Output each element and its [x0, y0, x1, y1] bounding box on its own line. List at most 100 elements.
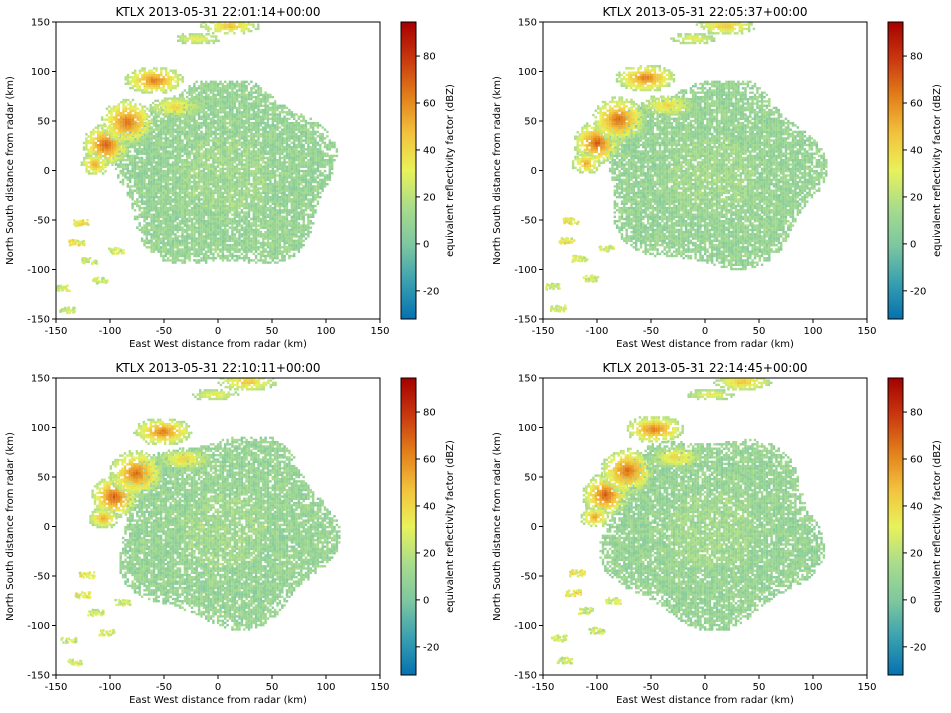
panel-title: KTLX 2013-05-31 22:10:11+00:00 — [115, 361, 320, 375]
x-tick-label: -150 — [532, 682, 555, 693]
y-axis-label: North South distance from radar (km) — [5, 76, 16, 265]
y-axis-label: North South distance from radar (km) — [492, 432, 503, 621]
x-tick-label: 50 — [266, 326, 279, 337]
x-tick-label: -100 — [586, 682, 609, 693]
colorbar-tick-label: 80 — [910, 408, 923, 419]
colorbar: -20 0 20 40 60 80 equivalent reflectivity fact… — [400, 21, 456, 320]
colorbar-label: equivalent reflectivity factor (dBZ) — [445, 440, 456, 613]
panel-3: -150 -100 -50 0 50 100 150 -150 -100 -50 0 50 100 150… — [5, 361, 456, 706]
reflectivity-field — [56, 22, 339, 315]
panel-1: -150 -100 -50 0 50 100 150 -150 -100 -50 0 50 100 150… — [5, 5, 456, 350]
x-tick-label: 0 — [702, 326, 708, 337]
colorbar-gradient — [400, 377, 417, 676]
reflectivity-field — [545, 22, 828, 313]
x-tick-label: -150 — [45, 326, 68, 337]
colorbar-tick-label: 60 — [423, 455, 436, 466]
colorbar-tick-label: 0 — [423, 595, 429, 606]
x-tick-label: 100 — [316, 326, 335, 337]
x-tick-label: -50 — [156, 682, 172, 693]
colorbar-tick-label: 80 — [910, 52, 923, 63]
colorbar-tick-label: 60 — [910, 455, 923, 466]
y-tick-label: -150 — [514, 315, 537, 326]
x-tick-label: 150 — [370, 326, 389, 337]
y-tick-label: 100 — [31, 423, 50, 434]
y-tick-label: -150 — [27, 315, 50, 326]
x-tick-label: 150 — [370, 682, 389, 693]
panel-title: KTLX 2013-05-31 22:14:45+00:00 — [602, 361, 807, 375]
y-tick-label: 150 — [31, 374, 50, 385]
y-axis-label: North South distance from radar (km) — [5, 432, 16, 621]
x-tick-label: 50 — [753, 326, 766, 337]
colorbar-tick-label: 20 — [423, 548, 436, 559]
colorbar-tick-label: 20 — [910, 548, 923, 559]
x-tick-label: -50 — [156, 326, 172, 337]
reflectivity-field — [550, 378, 826, 665]
colorbar: -20 0 20 40 60 80 equivalent reflectivity fact… — [887, 377, 943, 676]
x-tick-label: -150 — [532, 326, 555, 337]
x-tick-label: -100 — [99, 682, 122, 693]
y-tick-label: 0 — [531, 522, 537, 533]
colorbar-tick-label: 40 — [910, 501, 923, 512]
colorbar-tick-label: 40 — [423, 145, 436, 156]
x-tick-label: -100 — [586, 326, 609, 337]
y-tick-label: 100 — [518, 423, 537, 434]
panel-title: KTLX 2013-05-31 22:01:14+00:00 — [115, 5, 320, 19]
x-tick-label: -50 — [643, 682, 659, 693]
y-tick-label: -50 — [521, 216, 537, 227]
y-tick-label: -100 — [27, 265, 50, 276]
colorbar-tick-label: 80 — [423, 408, 436, 419]
y-tick-label: 150 — [518, 18, 537, 29]
x-axis-label: East West distance from radar (km) — [129, 695, 307, 706]
colorbar: -20 0 20 40 60 80 equivalent reflectivity fact… — [887, 21, 943, 320]
panel-2: -150 -100 -50 0 50 100 150 -150 -100 -50 0 50 100 150… — [492, 5, 943, 350]
y-tick-label: -150 — [27, 671, 50, 682]
x-tick-label: 100 — [316, 682, 335, 693]
x-tick-label: 50 — [753, 682, 766, 693]
x-tick-label: 100 — [803, 326, 822, 337]
x-tick-label: 100 — [803, 682, 822, 693]
colorbar-gradient — [887, 21, 904, 320]
y-tick-label: 50 — [37, 473, 50, 484]
y-tick-label: -100 — [514, 621, 537, 632]
colorbar-tick-label: 0 — [910, 239, 916, 250]
colorbar-tick-label: 80 — [423, 52, 436, 63]
y-tick-label: -50 — [521, 572, 537, 583]
colorbar-gradient — [887, 377, 904, 676]
colorbar-tick-label: -20 — [423, 286, 439, 297]
y-tick-label: 100 — [31, 67, 50, 78]
y-tick-label: -50 — [34, 216, 50, 227]
y-tick-label: 50 — [524, 117, 537, 128]
reflectivity-field — [60, 378, 341, 667]
y-tick-label: -100 — [514, 265, 537, 276]
x-tick-label: -50 — [643, 326, 659, 337]
y-tick-label: -150 — [514, 671, 537, 682]
y-tick-label: 50 — [524, 473, 537, 484]
colorbar-gradient — [400, 21, 417, 320]
x-tick-label: 150 — [857, 682, 876, 693]
y-tick-label: 0 — [531, 166, 537, 177]
colorbar-tick-label: 20 — [423, 192, 436, 203]
colorbar-tick-label: 20 — [910, 192, 923, 203]
y-tick-label: 100 — [518, 67, 537, 78]
colorbar-label: equivalent reflectivity factor (dBZ) — [932, 440, 943, 613]
colorbar-tick-label: -20 — [910, 286, 926, 297]
colorbar-label: equivalent reflectivity factor (dBZ) — [932, 84, 943, 257]
x-tick-label: -150 — [45, 682, 68, 693]
colorbar: -20 0 20 40 60 80 equivalent reflectivity fact… — [400, 377, 456, 676]
colorbar-tick-label: -20 — [910, 642, 926, 653]
y-tick-label: 150 — [31, 18, 50, 29]
y-tick-label: 0 — [44, 522, 50, 533]
y-tick-label: 150 — [518, 374, 537, 385]
y-tick-label: 50 — [37, 117, 50, 128]
colorbar-tick-label: 40 — [910, 145, 923, 156]
x-tick-label: 0 — [215, 682, 221, 693]
x-tick-label: -100 — [99, 326, 122, 337]
y-axis-label: North South distance from radar (km) — [492, 76, 503, 265]
y-tick-label: -50 — [34, 572, 50, 583]
y-tick-label: 0 — [44, 166, 50, 177]
x-axis-label: East West distance from radar (km) — [616, 339, 794, 350]
panel-title: KTLX 2013-05-31 22:05:37+00:00 — [602, 5, 807, 19]
colorbar-tick-label: 60 — [910, 99, 923, 110]
x-axis-label: East West distance from radar (km) — [129, 339, 307, 350]
